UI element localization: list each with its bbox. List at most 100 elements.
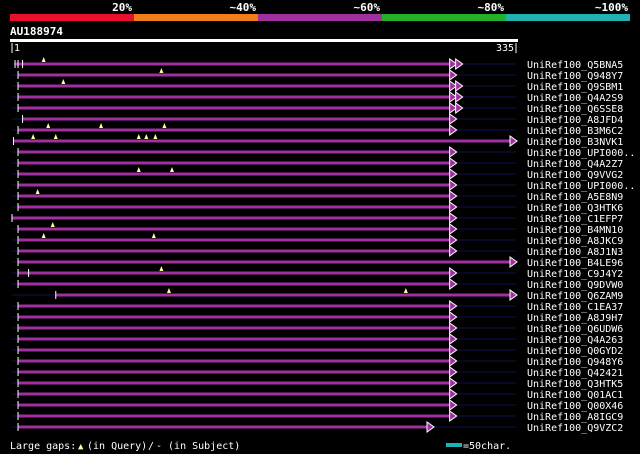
hit-label: UniRef100_Q4A2Z7 [527, 159, 623, 170]
hit-bar [18, 414, 456, 418]
hit-label: UniRef100_A5E8N9 [527, 192, 623, 203]
scale-bar [446, 443, 462, 447]
hit-arrow-icon [455, 102, 464, 114]
hit-arrow-icon [449, 333, 458, 345]
hit-bar [18, 183, 456, 187]
hit-arrow-icon [509, 135, 518, 147]
hit-arrow-icon [449, 377, 458, 389]
legend-segment [10, 14, 134, 21]
identity-legend: 20% ~40% ~60% ~80% ~100% [10, 1, 630, 21]
hit-arrow-icon [449, 201, 458, 213]
hit-arrow-icon [449, 399, 458, 411]
hit-row: UniRef100_Q3HTK6 [12, 201, 623, 214]
subject-gap-label: - (in Subject) [156, 441, 240, 452]
hit-bar [18, 282, 456, 286]
hit-list: UniRef100_Q5BNA5UniRef100_Q948Y7UniRef10… [11, 57, 635, 434]
hit-bar [22, 117, 456, 121]
legend-segment [382, 14, 506, 21]
query-gap-label: (in Query) [87, 441, 147, 452]
legend-label: ~40% [230, 1, 257, 14]
hit-row: UniRef100_Q4A2S9 [12, 91, 623, 104]
hit-bar [18, 370, 456, 374]
hit-row: UniRef100_Q9SBM1 [12, 79, 623, 93]
large-gaps-label: Large gaps: [10, 441, 76, 452]
hit-label: UniRef100_Q4A2S9 [527, 93, 623, 104]
hit-row: UniRef100_A8J1N3 [12, 245, 623, 258]
hit-bar [55, 293, 517, 297]
hit-row: UniRef100_UPI000.. [12, 146, 635, 159]
hit-arrow-icon [449, 366, 458, 378]
hit-arrow-icon [449, 388, 458, 400]
ruler-start-label: 1 [14, 43, 20, 54]
hit-label: UniRef100_A8JFD4 [527, 115, 623, 126]
query-gap-marker-icon [136, 134, 141, 139]
hit-row: UniRef100_Q9VZC2 [12, 421, 623, 434]
hit-row: UniRef100_Q9VVG2 [12, 167, 623, 181]
hit-label: UniRef100_A8JKC9 [527, 236, 623, 247]
legend-label: ~80% [478, 1, 505, 14]
legend-label: ~100% [595, 1, 628, 14]
hit-arrow-icon [426, 421, 435, 433]
ruler-end-label: 335 [496, 43, 514, 54]
hit-arrow-icon [449, 234, 458, 246]
hit-bar [18, 84, 456, 88]
hit-bar [18, 73, 456, 77]
hit-label: UniRef100_Q3HTK5 [527, 379, 623, 390]
hit-label: UniRef100_A8IGC9 [527, 412, 623, 423]
hit-bar [18, 238, 456, 242]
hit-label: UniRef100_UPI000.. [527, 148, 635, 159]
legend-label: 20% [112, 1, 132, 14]
hit-bar [18, 425, 434, 429]
hit-bar [18, 249, 456, 253]
hit-label: UniRef100_Q6UDW6 [527, 324, 623, 335]
hit-arrow-icon [455, 91, 464, 103]
hit-row: UniRef100_B4LE96 [12, 256, 623, 269]
hit-bar [18, 304, 456, 308]
hit-row: UniRef100_A8JFD4 [12, 113, 623, 126]
hit-bar [18, 150, 456, 154]
hit-row: UniRef100_Q948Y6 [12, 355, 623, 368]
hit-arrow-icon [449, 80, 458, 92]
hit-row: UniRef100_C1EA37 [12, 300, 623, 313]
query-gap-marker-icon [169, 167, 174, 172]
query-gap-marker-icon [31, 134, 36, 139]
hit-row: UniRef100_Q01AC1 [12, 388, 623, 401]
hit-bar [18, 161, 456, 165]
hit-row: UniRef100_C1EFP7 [11, 212, 623, 225]
hit-bar [18, 403, 456, 407]
hit-arrow-icon [509, 289, 518, 301]
hit-bar [18, 128, 456, 132]
hit-label: UniRef100_A8J9H7 [527, 313, 623, 324]
query-gap-marker-icon [53, 134, 58, 139]
query-gap-marker-icon [162, 123, 167, 128]
hit-bar [18, 194, 456, 198]
hit-label: UniRef100_Q3HTK6 [527, 203, 623, 214]
hit-bar [18, 392, 456, 396]
hit-arrow-icon [509, 256, 518, 268]
hit-label: UniRef100_B3M6C2 [527, 126, 623, 137]
hit-bar [12, 216, 456, 220]
query-gap-marker-icon [153, 134, 158, 139]
hit-bar [18, 315, 456, 319]
hit-label: UniRef100_Q948Y7 [527, 71, 623, 82]
query-gap-marker-icon [144, 134, 149, 139]
hit-label: UniRef100_UPI000.. [527, 181, 635, 192]
hit-arrow-icon [449, 245, 458, 257]
hit-row: UniRef100_B3M6C2 [12, 123, 623, 137]
hit-bar [18, 260, 517, 264]
hit-row: UniRef100_B3NVK1 [12, 134, 623, 148]
hit-row: UniRef100_Q4A2Z7 [12, 157, 623, 170]
hit-row: UniRef100_Q6UDW6 [12, 322, 623, 335]
legend-label: ~60% [354, 1, 381, 14]
query-gap-marker-icon [46, 123, 51, 128]
ruler-bar [10, 39, 518, 42]
hit-label: UniRef100_Q9DVW0 [527, 280, 623, 291]
hit-label: UniRef100_B3NVK1 [527, 137, 623, 148]
hit-label: UniRef100_Q9VVG2 [527, 170, 623, 181]
hit-arrow-icon [449, 157, 458, 169]
hit-row: UniRef100_UPI000.. [12, 179, 635, 192]
hit-arrow-icon [455, 80, 464, 92]
hit-bar [18, 205, 456, 209]
hit-row: UniRef100_Q0GYD2 [12, 344, 623, 357]
hit-arrow-icon [449, 58, 458, 70]
